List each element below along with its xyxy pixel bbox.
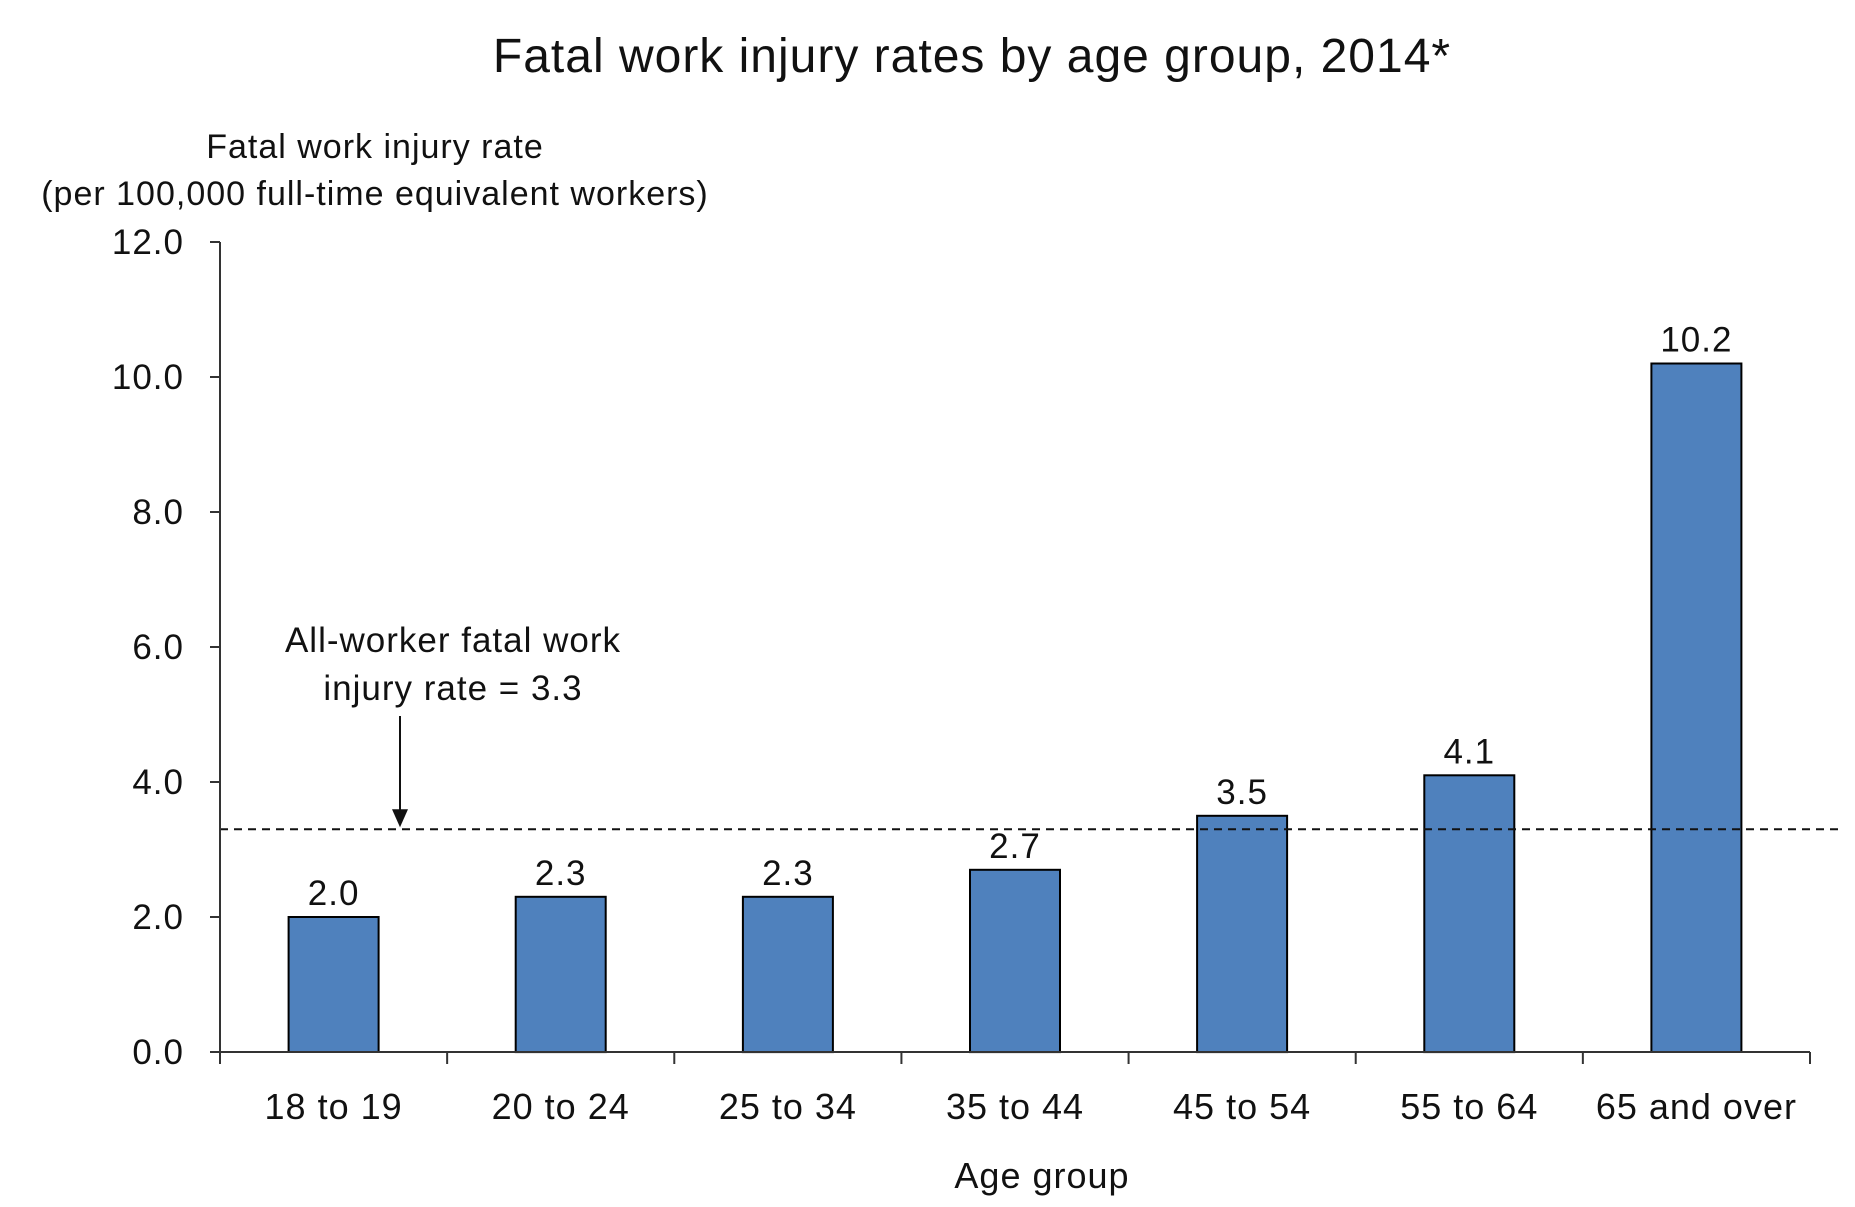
data-label-1: 2.0 xyxy=(308,874,360,913)
y-tick-label-6: 10.0 xyxy=(112,358,184,397)
y-tick-label-3: 4.0 xyxy=(132,763,184,802)
reference-annotation-line2: injury rate = 3.3 xyxy=(323,669,582,708)
reference-annotation-line1: All-worker fatal work xyxy=(285,621,621,660)
y-axis-label-line2: (per 100,000 full-time equivalent worker… xyxy=(41,175,709,213)
category-label-1: 18 to 19 xyxy=(265,1086,403,1127)
data-label-3: 2.3 xyxy=(762,854,814,893)
category-label-3: 25 to 34 xyxy=(719,1086,857,1127)
category-label-4: 35 to 44 xyxy=(946,1086,1084,1127)
category-label-5: 45 to 54 xyxy=(1173,1086,1311,1127)
bar-5 xyxy=(1196,814,1289,1054)
bar-6 xyxy=(1423,774,1516,1054)
bars-layer xyxy=(287,362,1743,1054)
y-axis-label-line1: Fatal work injury rate xyxy=(206,128,544,166)
y-tick-label-1: 0.0 xyxy=(132,1033,184,1072)
category-label-7: 65 and over xyxy=(1596,1086,1797,1127)
chart-title: Fatal work injury rates by age group, 20… xyxy=(493,30,1451,83)
bar-1 xyxy=(287,916,380,1053)
data-label-6: 4.1 xyxy=(1443,732,1495,771)
reference-line-layer xyxy=(220,716,1838,831)
category-label-6: 55 to 64 xyxy=(1400,1086,1538,1127)
data-label-5: 3.5 xyxy=(1216,773,1268,812)
y-tick-label-7: 12.0 xyxy=(112,223,184,262)
labels-layer: 2.0 18 to 19 2.3 20 to 24 2.3 25 to 34 2.7 35 t… xyxy=(265,321,1797,1128)
y-tick-label-5: 8.0 xyxy=(132,493,184,532)
reference-arrow-head xyxy=(392,809,408,828)
bar-4 xyxy=(969,868,1061,1054)
axes-layer: 0.0 2.0 4.0 6.0 8.0 10.0 12.0 xyxy=(112,223,1811,1072)
data-label-2: 2.3 xyxy=(535,854,587,893)
data-label-7: 10.2 xyxy=(1660,321,1732,360)
bar-3 xyxy=(741,895,834,1054)
data-label-4: 2.7 xyxy=(989,827,1041,866)
category-label-2: 20 to 24 xyxy=(492,1086,630,1127)
bar-2 xyxy=(514,895,607,1054)
y-tick-label-4: 6.0 xyxy=(132,628,184,667)
x-axis-label: Age group xyxy=(954,1155,1129,1196)
y-tick-label-2: 2.0 xyxy=(132,898,184,937)
bar-7 xyxy=(1650,362,1743,1053)
